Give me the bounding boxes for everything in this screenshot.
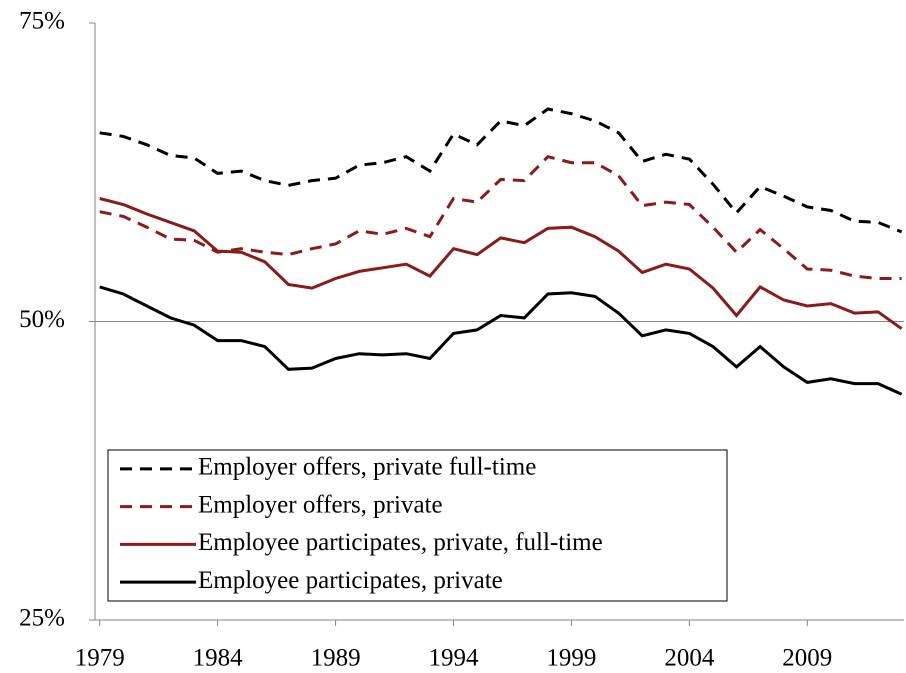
legend-box <box>107 449 728 602</box>
x-tick-label: 1989 <box>311 645 361 672</box>
y-tick-label: 75% <box>19 8 65 35</box>
legend-label: Employer offers, private <box>198 491 443 518</box>
x-tick-label: 1994 <box>429 645 480 672</box>
x-tick-label: 2009 <box>782 645 832 672</box>
x-tick-label: 1979 <box>75 645 125 672</box>
series-line <box>99 197 903 330</box>
y-tick-label: 50% <box>19 306 65 333</box>
x-tick-label: 1999 <box>546 645 596 672</box>
series-line <box>99 285 903 396</box>
series-line <box>99 155 902 280</box>
legend-label: Employee participates, private <box>198 567 503 594</box>
x-tick-label: 2004 <box>664 645 715 672</box>
y-tick-label: 25% <box>19 605 65 632</box>
legend-label: Employer offers, private full-time <box>198 454 536 481</box>
series-line <box>99 107 903 234</box>
x-tick-label: 1984 <box>193 645 244 672</box>
legend-label: Employee participates, private, full-tim… <box>198 529 603 556</box>
